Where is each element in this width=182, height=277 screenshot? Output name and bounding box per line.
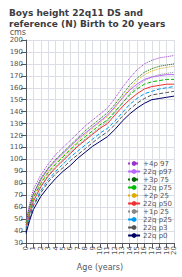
svg-text:8: 8 bbox=[81, 246, 90, 251]
svg-text:110: 110 bbox=[10, 143, 23, 151]
svg-text:4: 4 bbox=[51, 246, 60, 251]
svg-text:0: 0 bbox=[22, 246, 30, 251]
svg-text:14: 14 bbox=[125, 246, 134, 255]
svg-text:200: 200 bbox=[10, 36, 23, 44]
svg-text:3: 3 bbox=[44, 246, 53, 251]
svg-text:160: 160 bbox=[10, 84, 23, 92]
svg-text:17: 17 bbox=[147, 246, 156, 255]
svg-text:80: 80 bbox=[14, 179, 23, 187]
svg-text:150: 150 bbox=[10, 96, 23, 104]
svg-text:+3p 75: +3p 75 bbox=[143, 176, 169, 184]
svg-text:100: 100 bbox=[10, 155, 23, 163]
svg-text:22q p50: 22q p50 bbox=[143, 200, 172, 208]
svg-text:120: 120 bbox=[10, 132, 23, 140]
svg-text:15: 15 bbox=[133, 246, 141, 255]
svg-text:9: 9 bbox=[88, 246, 97, 251]
svg-text:cms: cms bbox=[9, 27, 26, 37]
svg-text:10: 10 bbox=[96, 246, 104, 255]
svg-text:30: 30 bbox=[14, 239, 23, 247]
svg-text:+4p 97: +4p 97 bbox=[143, 160, 169, 168]
svg-text:20: 20 bbox=[170, 246, 178, 255]
svg-text:180: 180 bbox=[10, 60, 23, 68]
svg-text:11: 11 bbox=[103, 246, 112, 255]
svg-text:2: 2 bbox=[36, 246, 45, 251]
svg-text:22q p97: 22q p97 bbox=[143, 168, 172, 176]
svg-text:22q p0: 22q p0 bbox=[143, 232, 167, 240]
svg-text:7: 7 bbox=[73, 246, 82, 251]
svg-text:+2p 25: +2p 25 bbox=[143, 192, 169, 200]
svg-text:22q p3: 22q p3 bbox=[143, 224, 167, 232]
svg-text:50: 50 bbox=[14, 215, 23, 223]
svg-text:140: 140 bbox=[10, 108, 23, 116]
svg-text:Age (years): Age (years) bbox=[77, 263, 123, 272]
svg-text:18: 18 bbox=[155, 246, 164, 255]
svg-text:13: 13 bbox=[118, 246, 127, 255]
svg-text:6: 6 bbox=[66, 246, 75, 251]
svg-text:22q p75: 22q p75 bbox=[143, 184, 172, 192]
svg-text:70: 70 bbox=[14, 191, 23, 199]
svg-text:60: 60 bbox=[14, 203, 23, 211]
svg-text:130: 130 bbox=[10, 120, 23, 128]
svg-text:12: 12 bbox=[110, 246, 119, 255]
svg-text:1: 1 bbox=[29, 246, 38, 251]
svg-text:5: 5 bbox=[59, 246, 67, 251]
svg-text:170: 170 bbox=[10, 72, 23, 80]
svg-text:22q p25: 22q p25 bbox=[143, 216, 172, 224]
svg-text:19: 19 bbox=[162, 246, 171, 255]
svg-text:+1p 25: +1p 25 bbox=[143, 208, 169, 216]
svg-text:reference (N) Birth to 20 year: reference (N) Birth to 20 years bbox=[9, 19, 165, 29]
svg-text:40: 40 bbox=[14, 227, 23, 235]
svg-text:190: 190 bbox=[10, 48, 23, 56]
svg-text:16: 16 bbox=[140, 246, 149, 255]
svg-text:90: 90 bbox=[14, 167, 23, 175]
svg-text:Boys height 22q11 DS and: Boys height 22q11 DS and bbox=[9, 8, 146, 18]
